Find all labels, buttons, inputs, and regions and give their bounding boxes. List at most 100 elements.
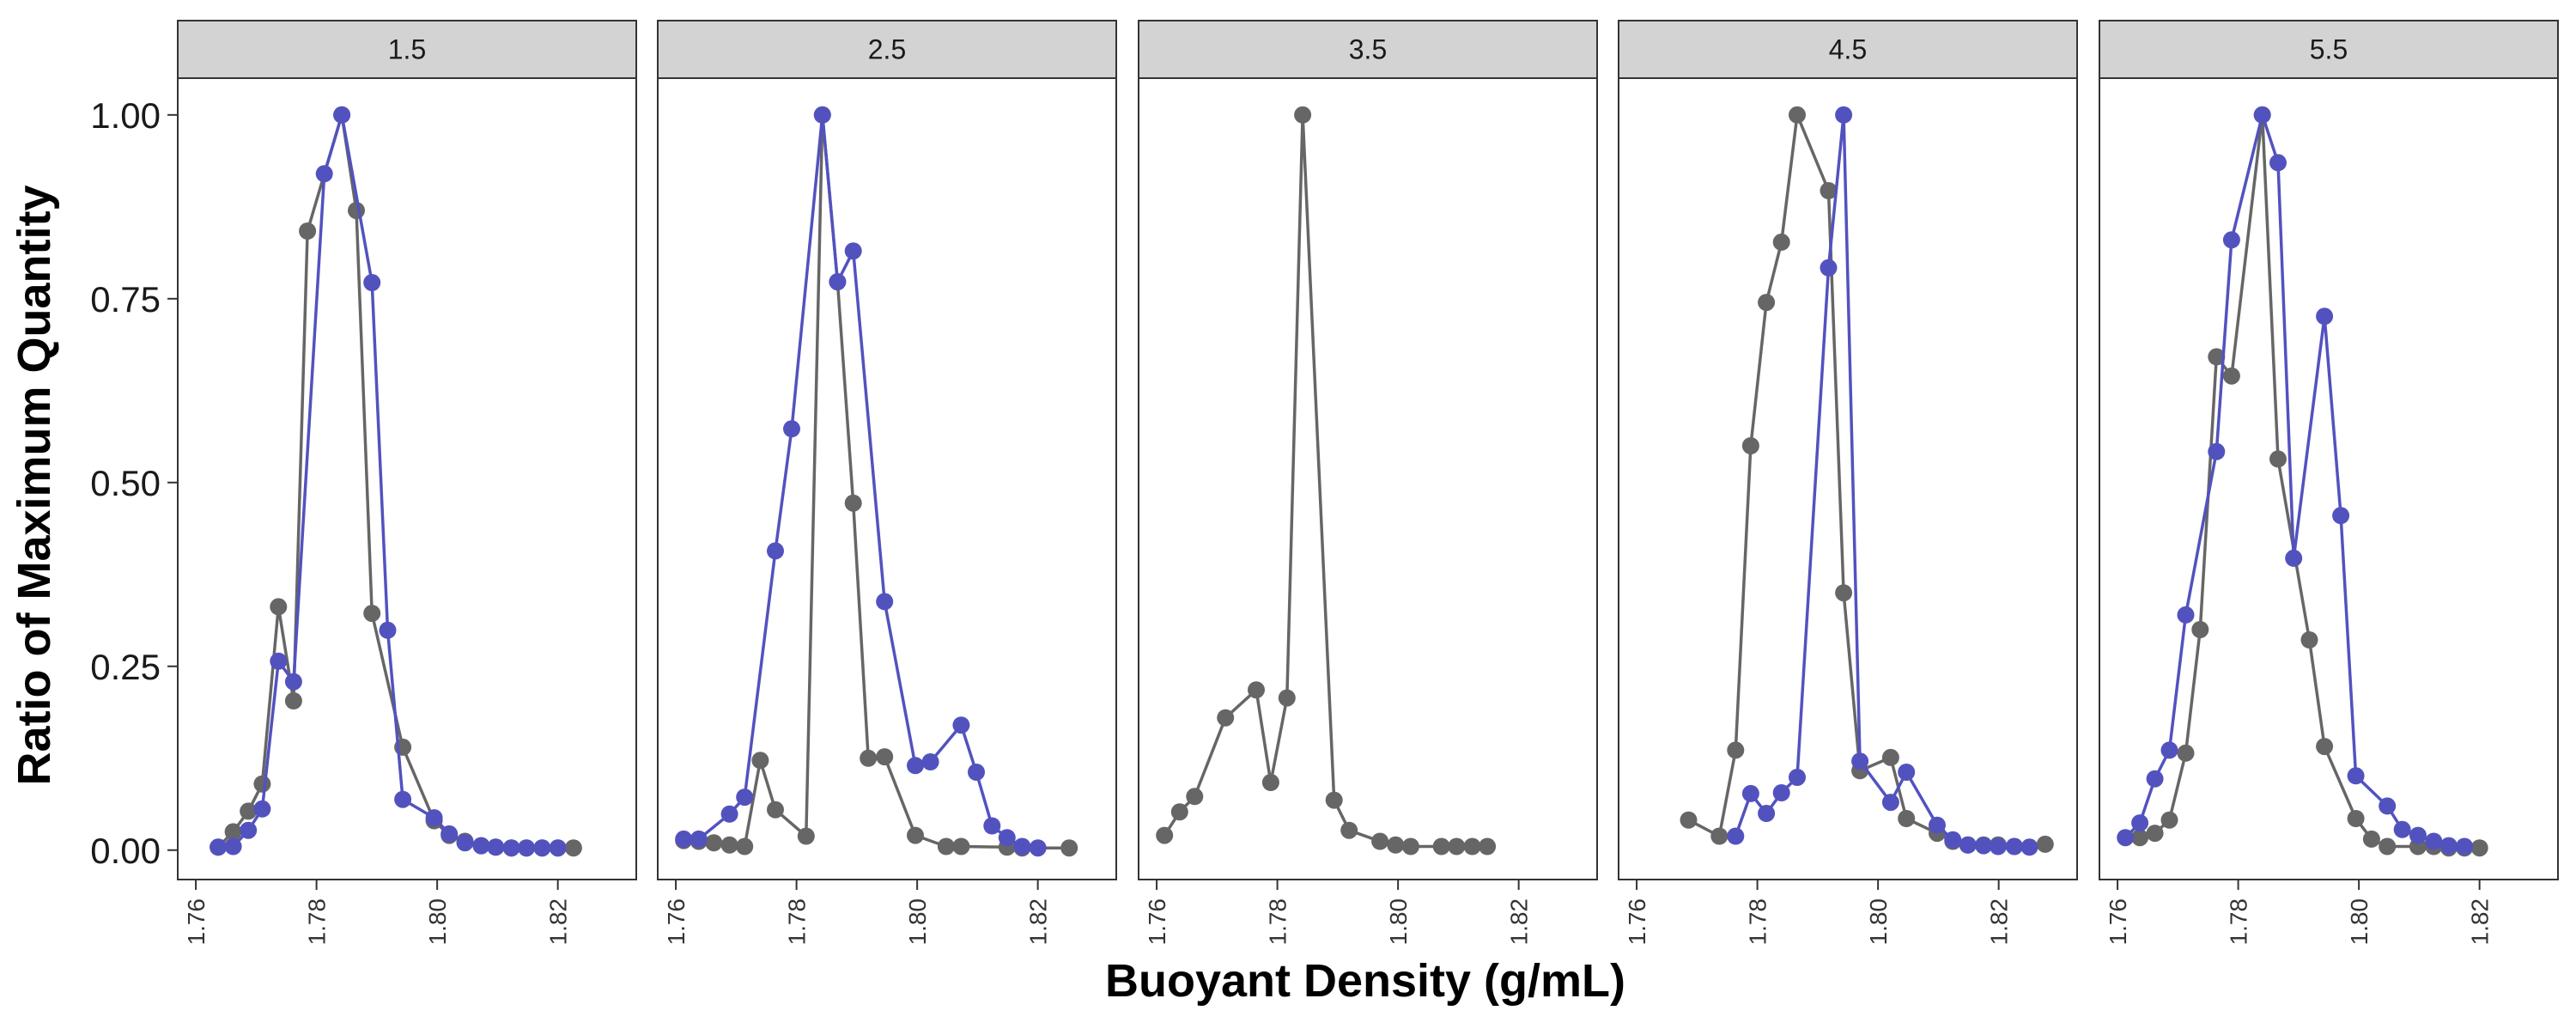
data-point bbox=[253, 775, 271, 793]
data-point bbox=[1371, 832, 1389, 850]
data-point bbox=[1278, 689, 1296, 707]
data-point bbox=[240, 802, 258, 820]
data-point bbox=[2253, 106, 2271, 124]
data-point bbox=[348, 202, 365, 220]
facet-strip-label: 3.5 bbox=[1349, 34, 1387, 65]
data-point bbox=[2393, 820, 2411, 838]
data-point bbox=[2208, 442, 2226, 460]
data-point bbox=[675, 830, 693, 848]
y-axis: 0.00 0.25 0.50 0.75 1.00 bbox=[90, 95, 178, 871]
data-point bbox=[363, 274, 381, 291]
data-point bbox=[813, 106, 831, 124]
facet-panel: 1.5 1.76 1.78 1.80 1.82 bbox=[177, 20, 637, 946]
data-point bbox=[1881, 794, 1899, 812]
data-point bbox=[860, 749, 878, 767]
data-point bbox=[1898, 810, 1916, 827]
data-point bbox=[1741, 437, 1759, 454]
data-point bbox=[968, 764, 985, 781]
data-series bbox=[1156, 106, 1497, 855]
data-point bbox=[224, 837, 242, 855]
data-point bbox=[937, 837, 955, 855]
data-point bbox=[1170, 803, 1188, 821]
data-point bbox=[2332, 507, 2350, 525]
data-point bbox=[2222, 231, 2240, 249]
data-point bbox=[1727, 741, 1745, 759]
x-tick-label: 1.80 bbox=[2346, 898, 2372, 946]
x-tick-label: 1.78 bbox=[1745, 898, 1771, 946]
facet-panel: 2.5 1.76 1.78 1.80 1.82 bbox=[657, 20, 1117, 946]
data-point bbox=[2347, 810, 2365, 827]
data-point bbox=[2177, 744, 2195, 762]
data-point bbox=[2020, 838, 2038, 856]
data-point bbox=[2269, 154, 2287, 172]
data-point bbox=[921, 753, 939, 770]
data-point bbox=[2146, 770, 2164, 788]
data-point bbox=[907, 826, 924, 844]
data-point bbox=[2439, 837, 2458, 855]
x-tick-label: 1.82 bbox=[1506, 898, 1533, 946]
data-point bbox=[2036, 835, 2054, 853]
data-point bbox=[2300, 631, 2318, 648]
data-point bbox=[394, 790, 412, 808]
data-point bbox=[2005, 837, 2023, 855]
data-point bbox=[952, 837, 970, 855]
data-point bbox=[767, 801, 784, 819]
data-point bbox=[2347, 767, 2365, 785]
data-point bbox=[1881, 748, 1899, 766]
data-point bbox=[2456, 837, 2474, 855]
facet-panel: 4.5 1.76 1.78 1.80 1.82 bbox=[1618, 20, 2078, 946]
data-point bbox=[1929, 816, 1946, 834]
data-point bbox=[363, 605, 381, 623]
data-point bbox=[983, 817, 1001, 835]
x-tick-label: 1.78 bbox=[1265, 898, 1291, 946]
facet-strip bbox=[1618, 20, 2078, 79]
data-point bbox=[1820, 182, 1838, 199]
data-point bbox=[767, 542, 784, 560]
data-point bbox=[2131, 814, 2149, 832]
x-tick-label: 1.82 bbox=[1025, 898, 1052, 946]
facet-strip-label: 2.5 bbox=[868, 34, 906, 65]
data-point bbox=[1680, 811, 1698, 829]
x-tick-label: 1.80 bbox=[424, 898, 451, 946]
facet-strip-label: 1.5 bbox=[388, 34, 426, 65]
y-tick-label: 0.75 bbox=[90, 279, 161, 320]
x-tick-label: 1.76 bbox=[1144, 898, 1170, 946]
data-point bbox=[1820, 259, 1838, 277]
facet-panel: 3.5 1.76 1.78 1.80 1.82 bbox=[1138, 20, 1598, 946]
data-point bbox=[2222, 367, 2240, 385]
data-point bbox=[797, 827, 815, 845]
data-point bbox=[876, 748, 894, 766]
data-point bbox=[2177, 606, 2195, 624]
data-point bbox=[736, 788, 754, 807]
facet-panel: 5.5 1.76 1.78 1.80 1.82 bbox=[2099, 20, 2559, 946]
data-point bbox=[1432, 837, 1450, 855]
panel-plot-area bbox=[1618, 77, 2078, 880]
data-point bbox=[2316, 307, 2334, 326]
data-point bbox=[1325, 791, 1343, 809]
data-point bbox=[425, 809, 443, 827]
x-tick-label: 1.76 bbox=[663, 898, 690, 946]
data-point bbox=[564, 839, 582, 857]
data-point bbox=[2269, 450, 2287, 468]
x-tick-label: 1.80 bbox=[904, 898, 931, 946]
data-point bbox=[829, 273, 847, 291]
data-point bbox=[284, 673, 302, 691]
data-point bbox=[333, 106, 351, 124]
data-point bbox=[2131, 829, 2149, 847]
data-point bbox=[487, 838, 505, 856]
data-point bbox=[844, 494, 862, 512]
x-tick-label: 1.76 bbox=[1624, 898, 1650, 946]
data-point bbox=[2362, 830, 2380, 848]
y-tick-label: 0.00 bbox=[90, 831, 161, 871]
data-point bbox=[1029, 839, 1047, 857]
data-point bbox=[502, 839, 520, 857]
data-point bbox=[224, 823, 242, 841]
data-point bbox=[270, 652, 288, 670]
x-tick-label: 1.80 bbox=[1865, 898, 1892, 946]
x-axis-title: Buoyant Density (g/mL) bbox=[1105, 955, 1625, 1007]
y-tick-label: 0.50 bbox=[90, 463, 161, 503]
data-point bbox=[2160, 811, 2178, 829]
data-series bbox=[210, 106, 567, 857]
data-point bbox=[720, 805, 738, 823]
